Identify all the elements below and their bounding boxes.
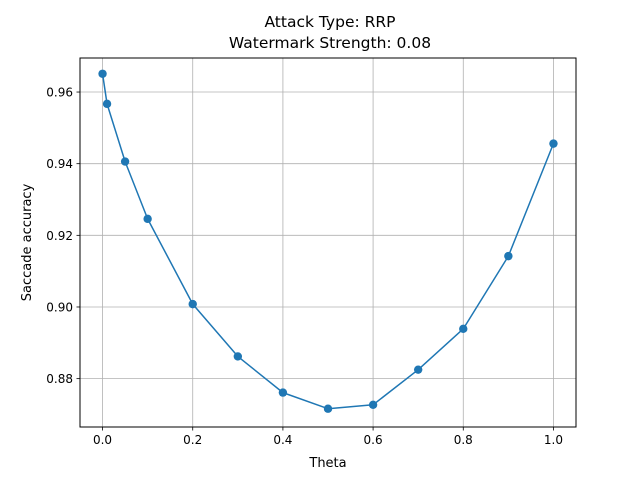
x-axis-ticks: 0.0 0.2 0.4 0.6 0.8 1.0 [93, 427, 563, 447]
data-point [323, 404, 333, 413]
data-point [233, 352, 243, 361]
x-tick-label: 0.0 [93, 433, 112, 447]
data-point [278, 388, 288, 397]
data-point [368, 400, 378, 409]
chart-title-line-2: Watermark Strength: 0.08 [229, 34, 431, 52]
data-point [413, 365, 423, 374]
y-axis-ticks: 0.88 0.90 0.92 0.94 0.96 [46, 86, 80, 386]
data-point [549, 139, 558, 148]
x-tick-label: 0.8 [454, 433, 473, 447]
data-point [98, 69, 107, 78]
y-tick-label: 0.88 [46, 372, 73, 386]
data-point [102, 99, 112, 109]
y-tick-label: 0.90 [46, 300, 73, 314]
chart-title-line-1: Attack Type: RRP [264, 13, 395, 31]
x-tick-label: 0.2 [183, 433, 202, 447]
data-point [143, 214, 152, 224]
y-axis-label: Saccade accuracy [20, 183, 35, 301]
x-axis-label: Theta [308, 456, 346, 471]
x-tick-label: 0.6 [364, 433, 383, 447]
plot-area-frame [79, 57, 577, 428]
y-tick-label: 0.94 [46, 157, 73, 171]
data-point [504, 251, 513, 261]
data-point [120, 157, 130, 166]
data-series [98, 69, 558, 413]
data-point [188, 299, 197, 309]
x-tick-label: 1.0 [544, 433, 563, 447]
y-tick-label: 0.92 [46, 229, 73, 243]
y-tick-label: 0.96 [46, 86, 73, 100]
data-point [459, 324, 468, 334]
grid-lines [80, 58, 576, 427]
x-tick-label: 0.4 [273, 433, 292, 447]
